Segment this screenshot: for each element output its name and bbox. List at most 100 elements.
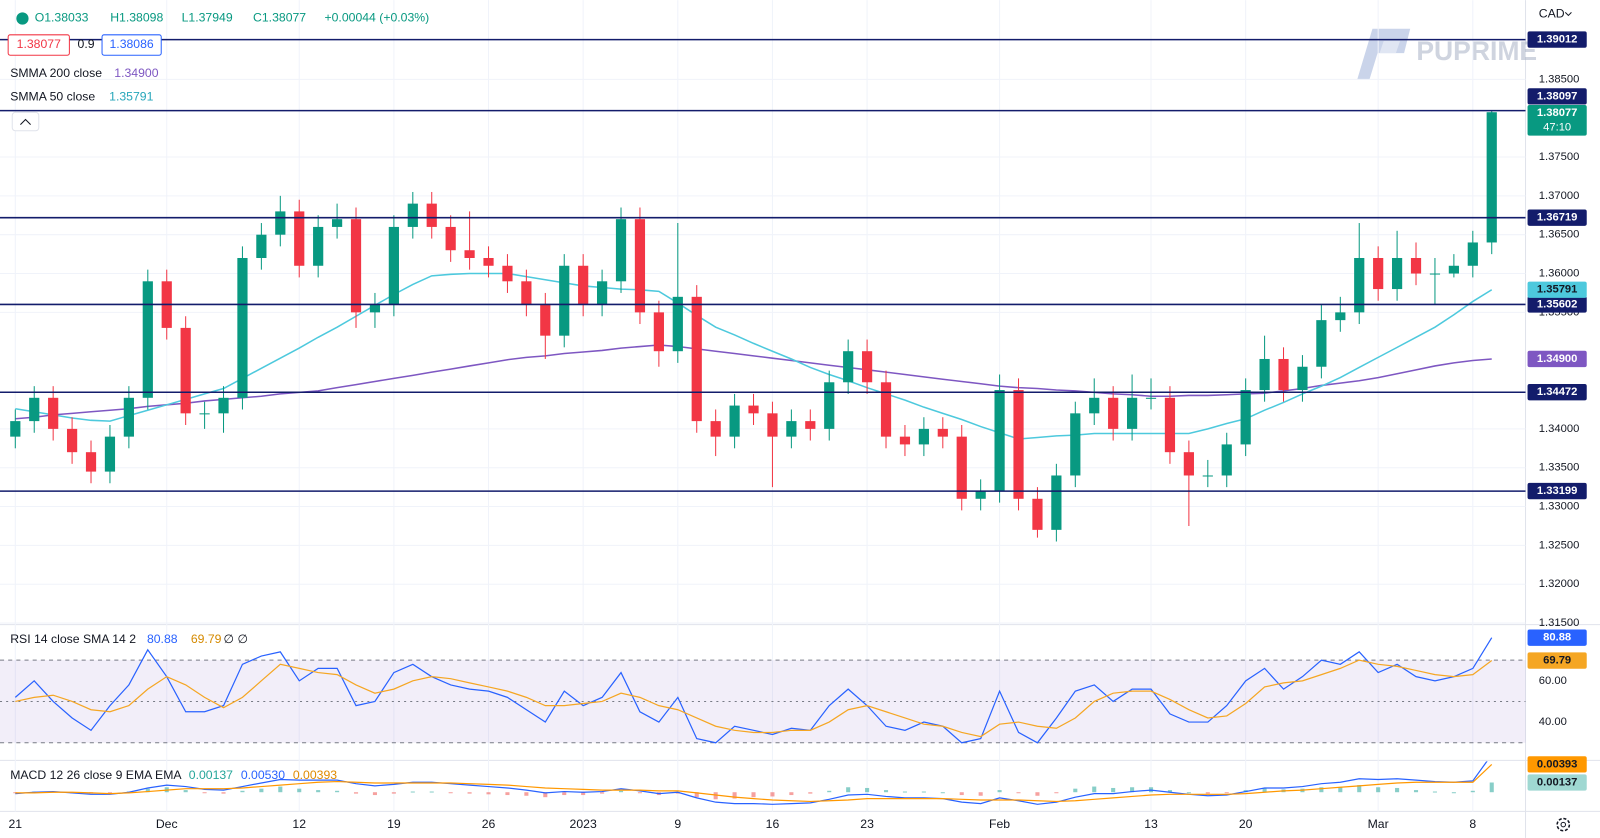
ohlc-value: O1.38033 [35, 11, 89, 25]
histogram-bar [1319, 787, 1324, 793]
candle-body [540, 304, 551, 336]
candle-body [1108, 397, 1119, 429]
indicator-name: SMMA 200 close [10, 66, 102, 80]
x-tick-label: 8 [1469, 817, 1476, 831]
level-badge: 1.38097 [1537, 90, 1578, 102]
level-badge: 1.34472 [1537, 386, 1578, 398]
candle-body [1070, 413, 1081, 476]
histogram-bar [694, 792, 699, 798]
candle-body [729, 405, 740, 437]
histogram-bar [1035, 792, 1040, 796]
collapse-button[interactable] [11, 111, 40, 132]
status-dot [16, 12, 29, 25]
candle-body [29, 397, 40, 422]
y-tick-label: 1.37000 [1539, 190, 1580, 202]
histogram-bar [1205, 792, 1210, 794]
y-tick-label: 1.37500 [1539, 151, 1580, 163]
histogram-bar [675, 792, 680, 794]
candle-body [1486, 112, 1497, 243]
candle-body [388, 226, 399, 305]
smma200-badge: 1.34900 [1537, 353, 1578, 365]
candle-body [1202, 475, 1213, 477]
candle-body [824, 382, 835, 429]
y-tick-label: 1.33500 [1539, 462, 1580, 474]
histogram-bar [618, 790, 624, 793]
histogram-bar [846, 787, 851, 793]
histogram-bar [921, 791, 926, 793]
price-badge: 1.38077 [1537, 107, 1578, 119]
indicator-value: 1.35791 [109, 89, 153, 103]
indicator-name: SMMA 50 close [10, 89, 95, 103]
price-badge-box [1527, 105, 1587, 136]
candle-body [1221, 444, 1232, 476]
candle-body [1467, 242, 1478, 266]
candle-body [786, 421, 797, 437]
histogram-bar [1432, 791, 1437, 793]
candle-body [1126, 397, 1138, 429]
histogram-bar [1111, 787, 1116, 793]
bid-box[interactable] [7, 34, 70, 56]
candle-body [464, 250, 475, 258]
candle-body [634, 219, 646, 313]
level-badge: 1.33199 [1537, 485, 1578, 497]
histogram-bar [1073, 788, 1078, 793]
macd-value: 0.00393 [293, 768, 337, 782]
candle-body [256, 234, 267, 258]
spread: 0.9 [78, 37, 95, 51]
macd-badge: 0.00393 [1537, 758, 1578, 770]
candle-body [1410, 257, 1422, 274]
settings-button[interactable] [1556, 817, 1571, 832]
histogram-bar [353, 792, 359, 794]
countdown: 47:10 [1543, 121, 1571, 133]
candle-body [369, 304, 381, 313]
histogram-bar [297, 788, 302, 793]
histogram-bar [221, 792, 226, 794]
series-line [14, 637, 1493, 744]
rsi-badge: 80.88 [1543, 632, 1571, 644]
macd-value: 0.00530 [241, 768, 285, 782]
x-tick-label: 21 [9, 817, 23, 831]
collapse-icon[interactable] [20, 118, 31, 125]
brand: PUPRIME [1416, 36, 1537, 66]
rsi-value: 80.88 [147, 632, 178, 646]
candle-body [691, 296, 702, 422]
settings-button-core[interactable] [1560, 821, 1567, 828]
y-tick-label: 1.34000 [1539, 423, 1580, 435]
rsi-tick-label: 60.00 [1539, 675, 1567, 687]
candle-body [767, 413, 778, 437]
histogram-bar [637, 792, 642, 794]
x-tick-label: Mar [1368, 817, 1389, 831]
histogram-bar [732, 792, 737, 799]
candle-body [1089, 397, 1100, 414]
ask-box[interactable] [101, 34, 162, 56]
candle-body [1051, 475, 1062, 530]
candle-body [350, 219, 362, 313]
histogram-bar [1054, 792, 1059, 794]
series-line [15, 763, 1493, 803]
candle-body [1429, 273, 1441, 275]
histogram-bar [1376, 787, 1381, 793]
candle-body [843, 351, 854, 383]
candle-body [48, 397, 59, 429]
rsi-band [0, 660, 1526, 743]
histogram-bar [1395, 787, 1400, 793]
x-tick-label: 13 [1144, 817, 1158, 831]
histogram-bar [562, 792, 567, 796]
currency-dropdown[interactable] [1564, 12, 1572, 17]
rsi-title: RSI 14 close SMA 14 2 [10, 632, 136, 646]
histogram-bar [1357, 785, 1362, 793]
rsi-tick-label: 40.00 [1539, 716, 1567, 728]
histogram-bar [107, 792, 112, 794]
candle-body [85, 452, 97, 472]
level-badge-box [1527, 482, 1587, 500]
histogram-bar [240, 790, 245, 793]
smma50-badge-box [1527, 281, 1587, 298]
x-tick-label: Feb [989, 817, 1010, 831]
level-badge: 1.36719 [1537, 212, 1578, 224]
candle-body [1391, 257, 1403, 290]
histogram-bar [827, 790, 832, 793]
histogram-bar [1451, 792, 1456, 794]
candle-body [1448, 265, 1459, 274]
level-badge-box [1527, 209, 1587, 226]
histogram-bar [1224, 792, 1229, 794]
